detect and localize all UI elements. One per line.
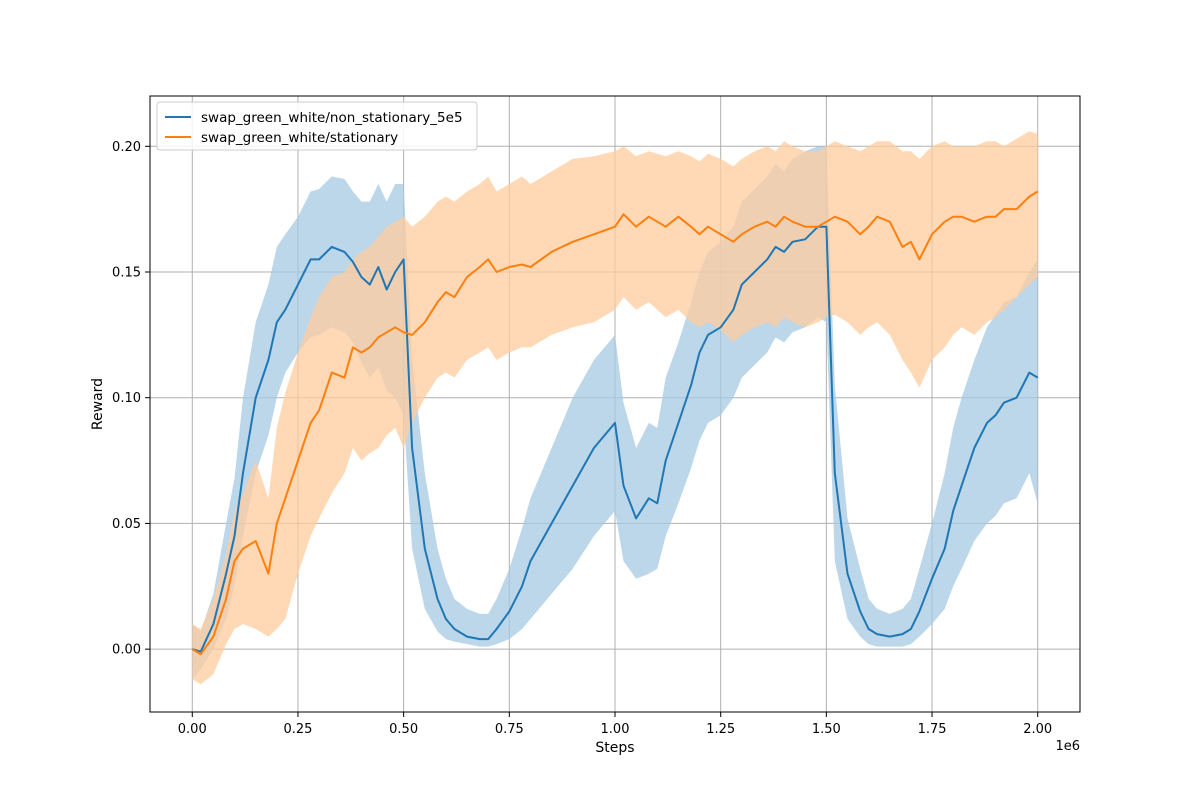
x-tick-label: 1.25 bbox=[706, 722, 735, 737]
series-line-1 bbox=[191, 190, 1039, 656]
legend-label-stationary: swap_green_white/stationary bbox=[201, 130, 398, 146]
x-tick-label: 1.50 bbox=[812, 722, 841, 737]
y-tick-label: 0.00 bbox=[112, 643, 141, 658]
x-tick-label: 0.75 bbox=[495, 722, 524, 737]
axis-ticks: 0.00 0.25 0.50 0.75 1.00 1.25 1.50 1.75 2.00 0.00… bbox=[112, 140, 1052, 737]
legend-box bbox=[156, 101, 478, 151]
legend: swap_green_white/non_stationary_5e5 swap… bbox=[156, 101, 478, 151]
x-axis-label: Steps bbox=[595, 740, 634, 756]
x-tick-label: 1.75 bbox=[918, 722, 947, 737]
y-tick-label: 0.15 bbox=[112, 266, 141, 281]
y-tick-label: 0.10 bbox=[112, 391, 141, 406]
legend-label-non-stationary: swap_green_white/non_stationary_5e5 bbox=[201, 110, 463, 126]
x-tick-label: 2.00 bbox=[1023, 722, 1052, 737]
y-tick-label: 0.20 bbox=[112, 140, 141, 155]
series-line-0 bbox=[192, 225, 1039, 653]
x-tick-label: 0.50 bbox=[389, 722, 418, 737]
series-lines bbox=[191, 190, 1039, 656]
x-tick-label: 0.25 bbox=[283, 722, 312, 737]
x-tick-label: 1.00 bbox=[601, 722, 630, 737]
x-axis-offset-label: 1e6 bbox=[1055, 739, 1080, 754]
y-tick-label: 0.05 bbox=[112, 517, 141, 532]
x-tick-label: 0.00 bbox=[178, 722, 207, 737]
y-axis-label: Reward bbox=[90, 378, 106, 430]
